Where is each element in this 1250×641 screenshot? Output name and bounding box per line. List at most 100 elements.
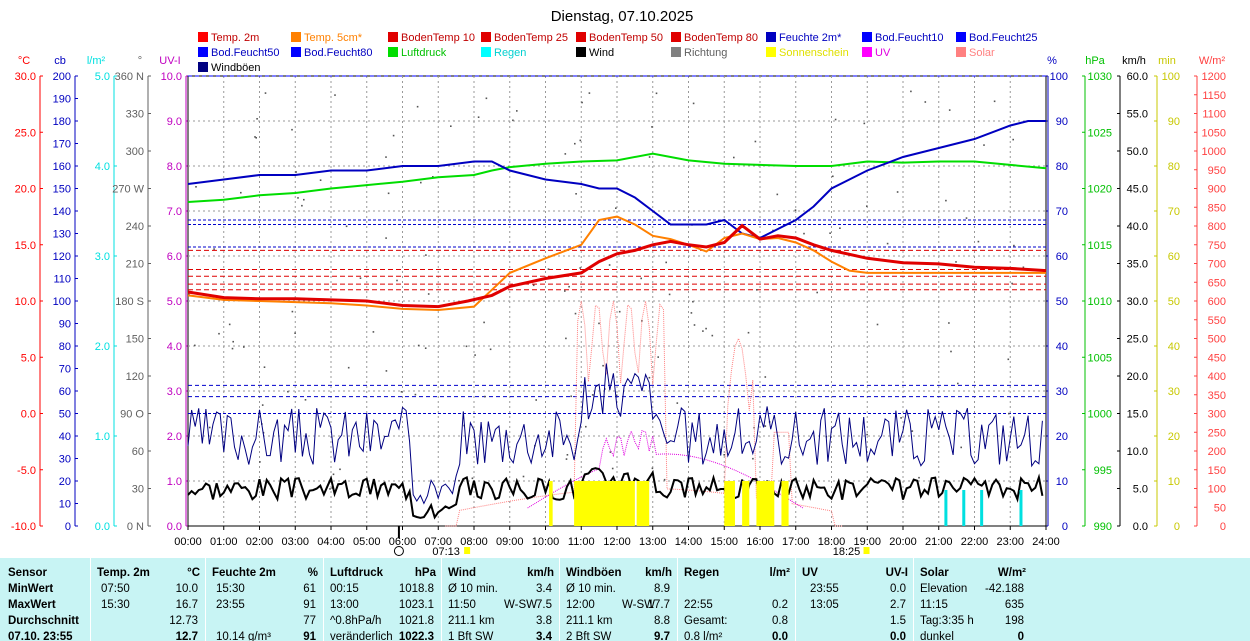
axis-tick-label: 150 bbox=[126, 334, 144, 346]
axis-tick-label: 10.0 bbox=[1127, 446, 1148, 458]
stats-panel: Sensor MinWert MaxWert Durchschnitt 07.1… bbox=[0, 558, 1250, 641]
axis-title: km/h bbox=[1122, 55, 1146, 67]
sunshine-block bbox=[636, 481, 650, 526]
axis-tick-label: 1020 bbox=[1088, 184, 1112, 196]
direction-point bbox=[195, 186, 197, 188]
x-tick-label: 10:00 bbox=[532, 536, 560, 548]
direction-point bbox=[957, 382, 959, 385]
x-tick-label: 22:00 bbox=[961, 536, 989, 548]
axis-tick-label: 10 bbox=[1168, 476, 1180, 488]
x-tick-label: 18:00 bbox=[818, 536, 846, 548]
direction-point bbox=[295, 171, 297, 173]
legend-swatch bbox=[766, 47, 776, 57]
axis-tick-label: 4.0 bbox=[95, 161, 110, 173]
x-tick-label: 03:00 bbox=[281, 536, 309, 548]
direction-point bbox=[579, 267, 581, 269]
axis-tick-label: 1100 bbox=[1202, 109, 1226, 121]
axis-tick-label: 300 bbox=[1208, 409, 1226, 421]
sunshine-block bbox=[549, 481, 553, 526]
direction-point bbox=[1022, 266, 1025, 269]
direction-point bbox=[723, 454, 725, 456]
direction-point bbox=[618, 310, 621, 313]
stats-col-wind: Wind km/h Ø 10 min. 3.4 11:50 W-SW 7.5 211.1 km… bbox=[441, 558, 560, 641]
legend-swatch bbox=[766, 32, 776, 42]
rain-bar bbox=[1019, 490, 1023, 526]
axis-tick-label: 50.0 bbox=[1127, 146, 1148, 158]
axis-tick-label: 850 bbox=[1208, 202, 1226, 214]
direction-point bbox=[535, 399, 537, 401]
legend-label: Wind bbox=[589, 47, 614, 59]
axis-tick-label: 190 bbox=[53, 94, 71, 106]
axis-tick-label: 990 bbox=[1094, 521, 1112, 533]
pressure-line bbox=[187, 152, 1047, 203]
direction-point bbox=[609, 451, 612, 453]
direction-point bbox=[615, 207, 617, 209]
legend-swatch bbox=[956, 47, 966, 57]
stats-cell: 10.14 g/m³ bbox=[216, 631, 271, 641]
stats-cell: 77 bbox=[303, 615, 316, 627]
axis-title: ° bbox=[138, 55, 142, 67]
direction-point bbox=[564, 290, 566, 292]
axis-tick-label: 20.0 bbox=[15, 184, 36, 196]
stats-cell: 8.8 bbox=[654, 615, 670, 627]
direction-point bbox=[676, 402, 679, 404]
direction-point bbox=[256, 118, 258, 120]
direction-point bbox=[1012, 138, 1014, 141]
x-axis: 00:00 01:00 02:00 03:00 04:00 05:00 06:00 07:00… bbox=[174, 526, 1060, 558]
direction-point bbox=[319, 179, 322, 181]
stats-cell: 2.7 bbox=[890, 599, 906, 611]
direction-point bbox=[474, 354, 476, 356]
stats-cell: 1.5 bbox=[890, 615, 906, 627]
axis-tick-label: 70 bbox=[1168, 206, 1180, 218]
axis-tick-label: 200 bbox=[1208, 446, 1226, 458]
direction-point bbox=[1008, 412, 1010, 415]
stats-cell: 211.1 km bbox=[566, 615, 613, 627]
axis-tick-label: 30 bbox=[59, 454, 71, 466]
axis-tick-label: 25.0 bbox=[15, 127, 36, 139]
axis-tick-label: 10.0 bbox=[15, 296, 36, 308]
stats-cell: 22:55 bbox=[684, 599, 713, 611]
axis-tick-label: 10.0 bbox=[161, 71, 182, 83]
axis-tick-label: 30 bbox=[1168, 386, 1180, 398]
stats-unit: l/m² bbox=[769, 567, 790, 579]
axis-tick-label: 110 bbox=[53, 274, 71, 286]
axis-tick-label: 800 bbox=[1208, 221, 1226, 233]
axis-tick-label: 20.0 bbox=[1127, 371, 1148, 383]
axis-tick-label: 600 bbox=[1208, 296, 1226, 308]
axis-tick-label: 30.0 bbox=[1127, 296, 1148, 308]
direction-point bbox=[568, 285, 570, 288]
stats-cell: 635 bbox=[1004, 599, 1024, 611]
stats-cell: 2 Bft SW bbox=[566, 631, 612, 641]
direction-point bbox=[655, 92, 658, 95]
stats-cell: Elevation bbox=[920, 583, 968, 595]
direction-point bbox=[489, 348, 492, 351]
axis-tick-label: 750 bbox=[1208, 240, 1226, 252]
x-tick-label: 02:00 bbox=[246, 536, 274, 548]
direction-point bbox=[359, 277, 362, 279]
stats-cell: 0.8 bbox=[772, 615, 788, 627]
direction-point bbox=[417, 344, 420, 347]
axis-tick-label: 170 bbox=[53, 139, 71, 151]
direction-point bbox=[532, 284, 535, 287]
x-tick-label: 21:00 bbox=[925, 536, 953, 548]
x-tick-label: 12:00 bbox=[603, 536, 631, 548]
stats-cell: 12:00 bbox=[566, 599, 595, 611]
axis-tick-label: 10 bbox=[59, 499, 71, 511]
x-tick-label: 11:00 bbox=[568, 536, 595, 548]
legend-swatch bbox=[956, 32, 966, 42]
direction-point bbox=[640, 277, 642, 280]
direction-point bbox=[945, 199, 947, 202]
axis-tick-label: 5.0 bbox=[95, 71, 110, 83]
legend-label: Richtung bbox=[684, 47, 727, 59]
axis-tick-label: 2.0 bbox=[167, 431, 182, 443]
axis-title: l/m² bbox=[87, 55, 106, 67]
axis-tick-label: 1030 bbox=[1088, 71, 1112, 83]
stats-cell: dunkel bbox=[920, 631, 954, 641]
temp5cm-line bbox=[187, 215, 1046, 312]
direction-point bbox=[255, 137, 257, 139]
x-tick-label: 24:00 bbox=[1032, 536, 1060, 548]
stats-col-humidity: Feuchte 2m% 15:30 61 23:55 91 77 10.14 g/m³ 91 bbox=[205, 558, 324, 641]
stats-unit: % bbox=[307, 567, 318, 579]
x-tick-label: 07:00 bbox=[424, 536, 452, 548]
axis-tick-label: 60 bbox=[132, 446, 144, 458]
